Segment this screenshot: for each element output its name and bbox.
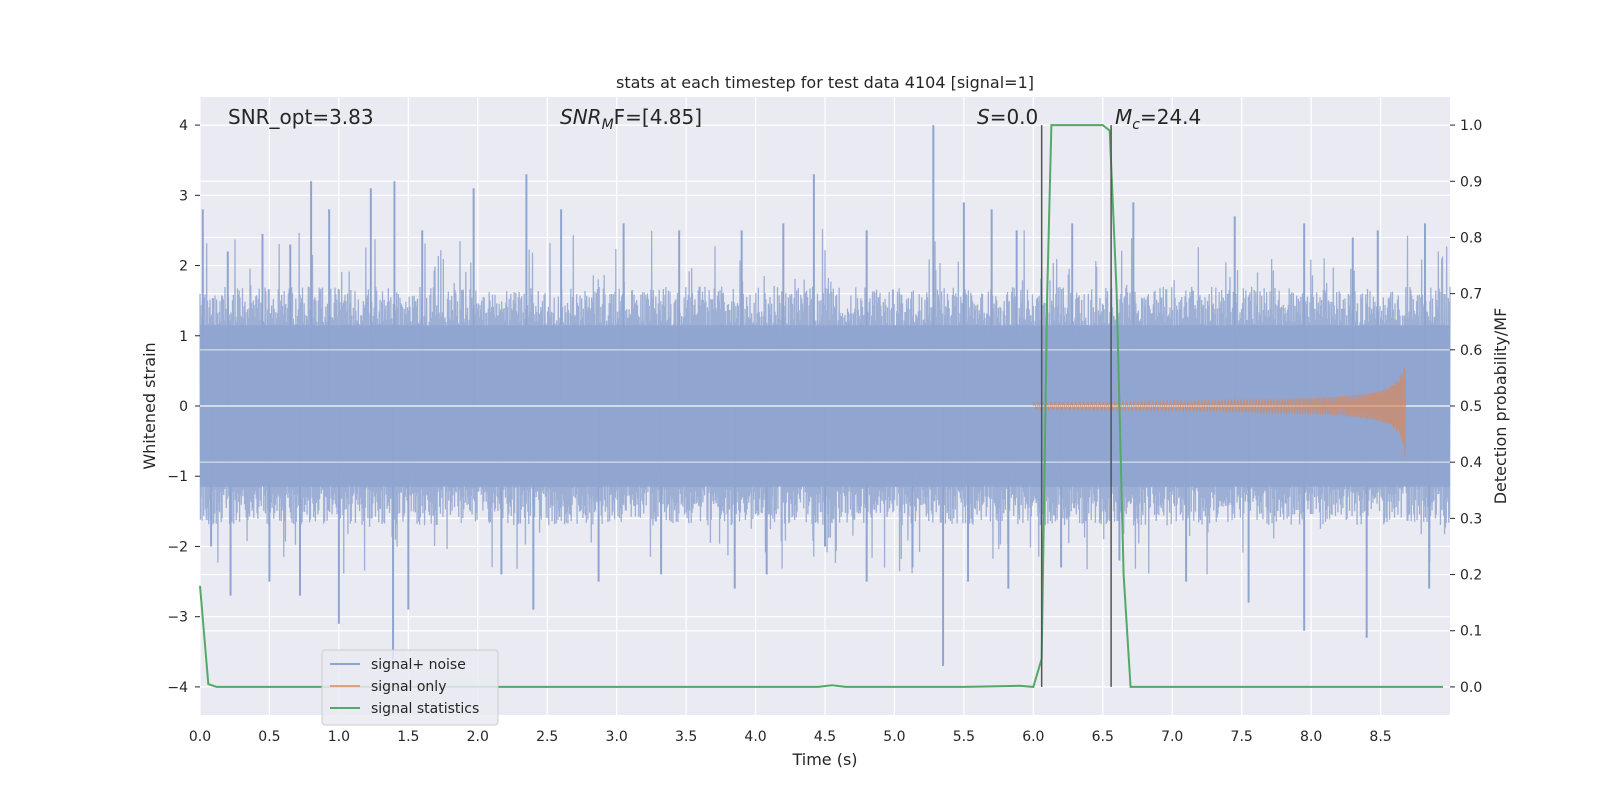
x-tick-label: 8.0 bbox=[1300, 729, 1322, 745]
x-tick-label: 4.0 bbox=[744, 729, 766, 745]
x-tick-label: 6.0 bbox=[1022, 729, 1044, 745]
mc-symbol: M bbox=[1115, 105, 1132, 129]
x-tick-label: 4.5 bbox=[814, 729, 836, 745]
x-tick-label: 6.5 bbox=[1092, 729, 1114, 745]
vertical-markers bbox=[1040, 125, 1112, 687]
y-left-tick-label: 2 bbox=[179, 259, 188, 275]
y-right-tick-label: 0.4 bbox=[1460, 455, 1482, 471]
x-axis-ticks: 0.0 0.5 1.0 1.5 2.0 2.5 3.0 3.5 4.0 4.5 5.0 5.5 6.0 6… bbox=[189, 729, 1392, 745]
snr-mf-rest: F=[4.85] bbox=[614, 105, 702, 129]
y-right-tick-label: 0.1 bbox=[1460, 624, 1482, 640]
y-right-tick-label: 0.7 bbox=[1460, 287, 1482, 303]
x-tick-label: 5.5 bbox=[953, 729, 975, 745]
y-axis-right-ticks: 1.0 0.9 0.8 0.7 0.6 0.5 0.4 0.3 0.2 0.1 0.0 bbox=[1450, 118, 1482, 696]
y-right-tick-label: 0.5 bbox=[1460, 399, 1482, 415]
x-tick-label: 3.5 bbox=[675, 729, 697, 745]
legend: signal+ noise signal only signal statist… bbox=[321, 649, 499, 726]
noise-trace bbox=[199, 229, 1451, 575]
x-tick-label: 1.0 bbox=[328, 729, 350, 745]
y-axis-right-label: Detection probability/MF bbox=[1491, 308, 1510, 505]
s-rest: =0.0 bbox=[990, 105, 1039, 129]
x-tick-label: 7.0 bbox=[1161, 729, 1183, 745]
x-tick-label: 5.0 bbox=[883, 729, 905, 745]
chart-title: stats at each timestep for test data 410… bbox=[616, 73, 1034, 92]
y-right-tick-label: 0.2 bbox=[1460, 568, 1482, 584]
legend-label-signal-noise: signal+ noise bbox=[371, 657, 466, 673]
mc-subscript: c bbox=[1132, 117, 1140, 133]
y-left-tick-label: −4 bbox=[167, 680, 188, 696]
y-left-tick-label: −1 bbox=[167, 469, 188, 485]
legend-label-signal-statistics: signal statistics bbox=[371, 701, 479, 717]
annotation-s: S=0.0 bbox=[977, 105, 1038, 129]
mc-rest: =24.4 bbox=[1140, 105, 1201, 129]
y-right-tick-label: 0.3 bbox=[1460, 511, 1482, 527]
y-left-tick-label: 4 bbox=[179, 118, 188, 134]
x-tick-label: 0.0 bbox=[189, 729, 211, 745]
s-symbol: S bbox=[977, 105, 990, 129]
annotation-snr-opt: SNR_opt=3.83 bbox=[228, 105, 374, 129]
statistics-line bbox=[199, 124, 1444, 688]
x-tick-label: 2.5 bbox=[536, 729, 558, 745]
legend-box bbox=[321, 649, 499, 726]
y-left-tick-label: −3 bbox=[167, 610, 188, 626]
y-left-tick-label: 0 bbox=[179, 399, 188, 415]
signal-chirp-trace bbox=[1032, 366, 1407, 457]
x-tick-label: 1.5 bbox=[397, 729, 419, 745]
x-tick-label: 3.0 bbox=[606, 729, 628, 745]
x-tick-label: 2.0 bbox=[467, 729, 489, 745]
annotations: SNR_opt=3.83 SNRMF=[4.85] S=0.0 Mc=24.4 bbox=[228, 105, 1201, 133]
y-right-tick-label: 0.8 bbox=[1460, 230, 1482, 246]
y-axis-left-ticks: 4 3 2 1 0 −1 −2 −3 −4 bbox=[167, 118, 200, 696]
x-axis-label: Time (s) bbox=[791, 750, 857, 769]
y-right-tick-label: 1.0 bbox=[1460, 118, 1482, 134]
legend-label-signal-only: signal only bbox=[371, 679, 446, 695]
x-tick-label: 0.5 bbox=[258, 729, 280, 745]
y-right-tick-label: 0.0 bbox=[1460, 680, 1482, 696]
y-left-tick-label: 1 bbox=[179, 329, 188, 345]
y-right-tick-label: 0.9 bbox=[1460, 174, 1482, 190]
snr-mf-subscript: M bbox=[602, 117, 614, 133]
annotation-snr-mf: SNRMF=[4.85] bbox=[560, 105, 702, 133]
y-right-tick-label: 0.6 bbox=[1460, 343, 1482, 359]
y-left-tick-label: −2 bbox=[167, 539, 188, 555]
x-tick-label: 7.5 bbox=[1231, 729, 1253, 745]
y-axis-left-label: Whitened strain bbox=[140, 342, 159, 469]
signal-only-series bbox=[1032, 366, 1407, 457]
x-tick-label: 8.5 bbox=[1369, 729, 1391, 745]
signal-statistics-series bbox=[199, 124, 1444, 688]
y-left-tick-label: 3 bbox=[179, 188, 188, 204]
snr-mf-symbol: SNR bbox=[560, 105, 602, 129]
annotation-mc: Mc=24.4 bbox=[1115, 105, 1201, 133]
